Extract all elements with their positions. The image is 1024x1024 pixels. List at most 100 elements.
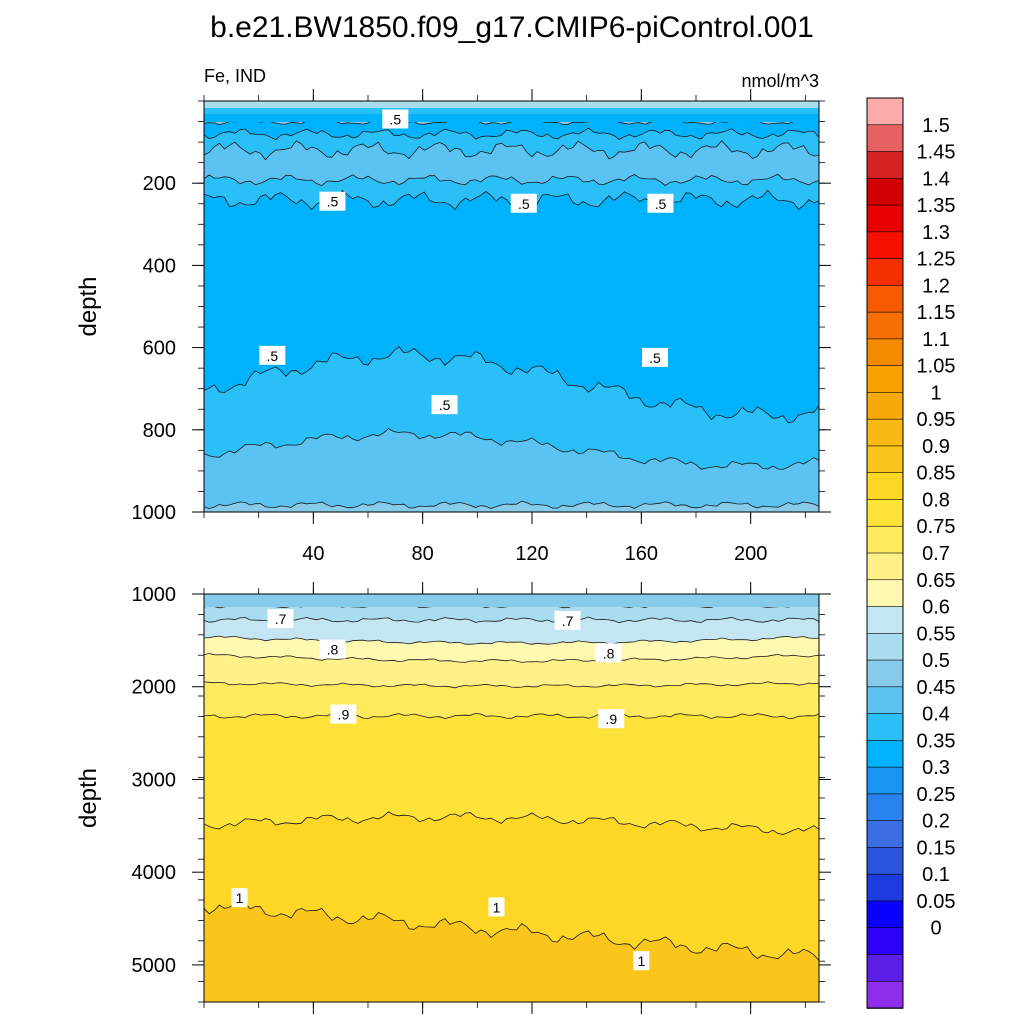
colorbar-swatch	[866, 579, 904, 608]
colorbar-swatch	[866, 258, 904, 287]
contour-label-box	[642, 347, 668, 367]
y-tick-label: 2000	[132, 677, 177, 699]
contour-label-text: .5	[327, 194, 339, 210]
colorbar-swatch	[866, 713, 904, 742]
y-tick-label: 400	[143, 255, 176, 277]
contour-line	[204, 635, 819, 645]
colorbar-swatch	[866, 338, 904, 367]
colorbar-swatch	[866, 954, 904, 983]
contour-band	[204, 594, 819, 607]
contour-band	[204, 108, 819, 116]
contour-line	[204, 500, 819, 510]
contour-label: .5	[259, 345, 286, 365]
colorbar-swatch	[866, 445, 904, 474]
colorbar-label: 0.15	[917, 837, 956, 859]
colorbar-label: 0	[930, 918, 941, 940]
colorbar-label: 1	[930, 382, 941, 404]
contour-label-text: .5	[439, 397, 451, 413]
colorbar-label: 0.25	[917, 784, 956, 806]
y-tick-label: 3000	[132, 769, 177, 791]
contour-label: .5	[431, 395, 458, 415]
x-tick-label: 160	[625, 543, 658, 565]
colorbar-label: 0.95	[917, 409, 956, 431]
contour-label: 1	[231, 888, 248, 908]
contour-line	[204, 346, 819, 424]
contour-band	[204, 428, 819, 512]
contour-label: 1	[488, 897, 505, 917]
colorbar-swatch	[866, 793, 904, 822]
upper-panel: 200 400 600 800 1000 40 80 120 160 200 depth .5 .5 .5…	[75, 89, 831, 565]
colorbar-swatch	[866, 686, 904, 715]
colorbar-label: 0.45	[917, 677, 956, 699]
colorbar-label: 0.2	[922, 811, 950, 833]
colorbar-label: 0.1	[922, 864, 950, 886]
colorbar-label: 1.25	[917, 249, 956, 271]
colorbar-swatch	[866, 820, 904, 849]
contour-line	[204, 811, 819, 835]
contour-label-text: .5	[518, 196, 530, 212]
colorbar-swatch	[866, 204, 904, 233]
contour-fills	[204, 101, 819, 512]
contour-label-text: .5	[655, 196, 667, 212]
contour-label-text: .5	[266, 348, 278, 364]
colorbar-swatch	[866, 900, 904, 929]
contour-label-box	[319, 639, 346, 659]
contour-label-text: .8	[603, 645, 615, 661]
colorbar-label: 1.35	[917, 195, 956, 217]
units-string: nmol/m^3	[742, 71, 819, 91]
x-tick-label: 40	[302, 543, 324, 565]
colorbar-swatch	[866, 847, 904, 875]
colorbar: 1.5 1.45 1.4 1.35 1.3 1.25 1.2 1.15 1.1 1.05 1 0.95…	[866, 97, 956, 1009]
colorbar-swatch	[866, 311, 904, 340]
y-tick-label: 1000	[132, 584, 177, 606]
contour-label: .7	[267, 609, 294, 629]
contour-label-box	[330, 704, 357, 724]
contour-band	[204, 114, 819, 122]
colorbar-label: 0.85	[917, 463, 956, 485]
colorbar-label: 0.8	[922, 489, 950, 511]
contour-band	[204, 901, 819, 1002]
y-tick-label: 4000	[132, 862, 177, 884]
colorbar-swatch	[866, 392, 904, 420]
colorbar-swatch	[866, 740, 904, 768]
contour-label-text: 1	[236, 890, 244, 906]
y-axis-label: depth	[75, 768, 102, 828]
colorbar-swatch	[866, 873, 904, 902]
y-tick-label: 800	[143, 420, 176, 442]
contour-label: .8	[319, 639, 346, 659]
colorbar-swatch	[866, 97, 904, 126]
colorbar-label: 1.2	[922, 275, 950, 297]
contour-label: .8	[595, 643, 622, 663]
contour-label: .9	[598, 709, 625, 729]
colorbar-label: 1.5	[922, 115, 950, 137]
colorbar-swatch	[866, 285, 904, 313]
contour-label: .5	[382, 109, 409, 129]
contour-line	[204, 127, 819, 141]
contour-label-text: .9	[605, 711, 617, 727]
contour-label-box	[231, 888, 248, 908]
contour-line	[204, 428, 819, 470]
contour-label-box	[595, 643, 622, 663]
y-tick-label: 200	[143, 173, 176, 195]
chart-title: b.e21.BW1850.f09_g17.CMIP6-piControl.001	[210, 11, 814, 44]
colorbar-swatch	[866, 124, 904, 153]
contour-line	[204, 653, 819, 663]
lower-panel: 1000 2000 3000 4000 5000 depth .7 .7 .8 .8 .9 .9 1 1 1	[75, 582, 831, 1014]
colorbar-label: 1.1	[922, 329, 950, 351]
colorbar-label: 0.5	[922, 650, 950, 672]
y-tick-label: 5000	[132, 955, 177, 977]
contour-fills	[204, 594, 819, 1002]
colorbar-swatch	[866, 552, 904, 581]
colorbar-label: 1.15	[917, 302, 956, 324]
colorbar-swatch	[866, 659, 904, 688]
contour-label: .5	[647, 193, 674, 213]
colorbar-swatch	[866, 499, 904, 528]
colorbar-swatch	[866, 525, 904, 554]
contour-label-text: 1	[493, 899, 501, 915]
contour-line	[204, 900, 819, 961]
contour-label: .9	[330, 704, 357, 724]
colorbar-label: 0.65	[917, 570, 956, 592]
contour-band	[204, 501, 819, 512]
colorbar-label: 0.55	[917, 623, 956, 645]
